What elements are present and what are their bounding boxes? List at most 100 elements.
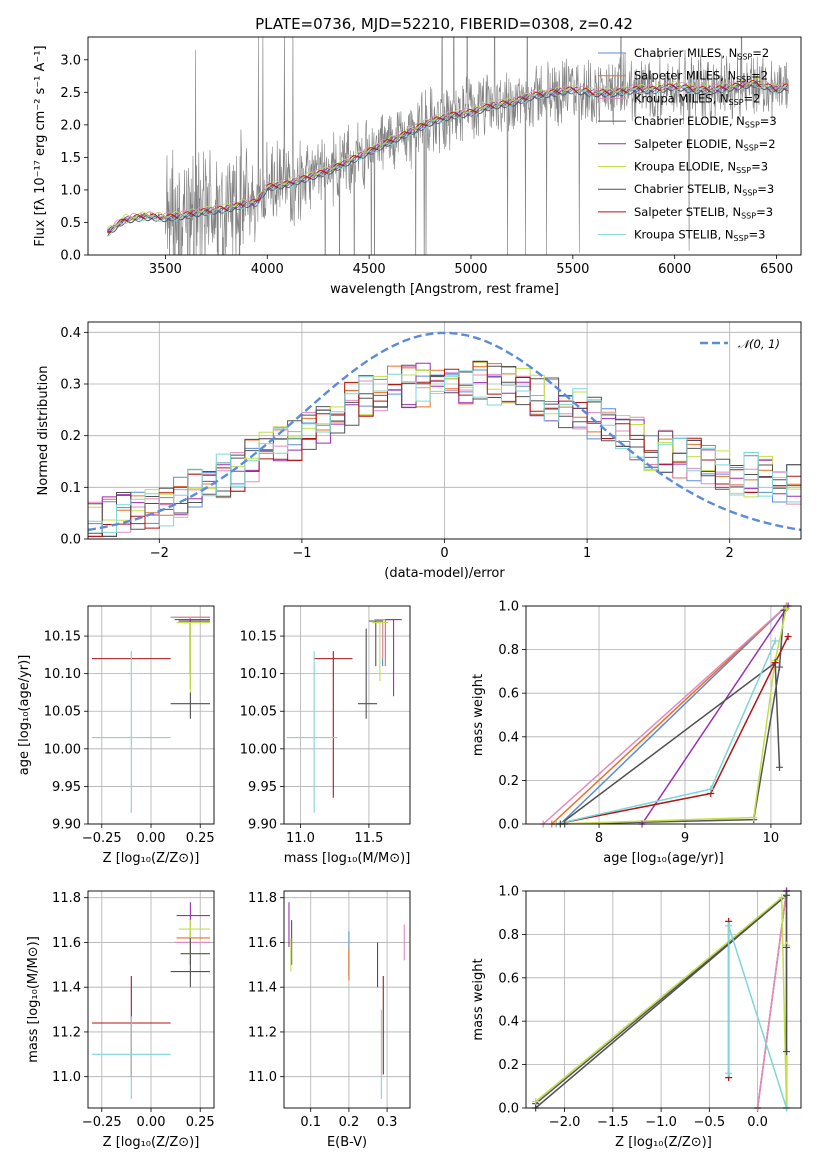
legend-entry: Chabrier MILES, NSSP=2 bbox=[634, 46, 769, 62]
x-tick-label: 10 bbox=[763, 831, 780, 846]
y-tick-label: 0.3 bbox=[60, 378, 81, 393]
plot-area-massweight-vs-age bbox=[542, 606, 789, 824]
panel-age-vs-Z: −0.25 0.00 0.25 9.90 9.95 10.00 10.05 10.10 10.1… bbox=[17, 605, 215, 866]
y-tick-label: 10.00 bbox=[44, 742, 81, 757]
y-tick-label: 11.8 bbox=[248, 891, 277, 906]
x-tick-label: −1.0 bbox=[645, 1115, 677, 1130]
x-tick-label: 1 bbox=[583, 546, 591, 561]
y-tick-label: 0.4 bbox=[498, 730, 519, 745]
plot-area-massweight-vs-Z bbox=[535, 891, 788, 1108]
mass-weight-line bbox=[559, 606, 787, 824]
x-axis-label: E(B-V) bbox=[327, 1135, 367, 1150]
legend-entry: Kroupa STELIB, NSSP=3 bbox=[634, 228, 765, 244]
y-tick-label: 0.6 bbox=[498, 687, 519, 702]
y-tick-label: 1.0 bbox=[498, 600, 519, 615]
legend-entry: Kroupa MILES, NSSP=2 bbox=[634, 91, 760, 107]
x-tick-label: 4500 bbox=[353, 262, 386, 277]
mass-weight-marker bbox=[750, 813, 758, 821]
panel-massweight-vs-Z: −2.0 −1.5 −1.0 −0.5 0.0 0.0 0.2 0.4 0.6 0.8 1.0 Z [… bbox=[471, 885, 802, 1150]
mass-weight-marker bbox=[776, 663, 784, 671]
x-axis-label: Z [log₁₀(Z/Z⊙)] bbox=[615, 1135, 712, 1150]
x-axis-label: age [log₁₀(age/yr)] bbox=[603, 851, 724, 866]
y-tick-label: 0.8 bbox=[498, 643, 519, 658]
y-tick-label: 10.15 bbox=[44, 630, 81, 645]
axes-frame bbox=[283, 890, 411, 1109]
panel-mass-vs-EBV: 0.1 0.2 0.3 11.0 11.2 11.4 11.6 11.8 E(B-V) bbox=[248, 890, 411, 1150]
x-tick-label: −0.5 bbox=[694, 1115, 726, 1130]
y-tick-label: 0.2 bbox=[60, 429, 81, 444]
mass-weight-marker bbox=[532, 1097, 540, 1105]
y-tick-label: 10.05 bbox=[44, 705, 81, 720]
mass-weight-line bbox=[555, 636, 789, 824]
x-tick-label: 5500 bbox=[556, 262, 589, 277]
x-tick-label: 11.5 bbox=[354, 831, 383, 846]
x-tick-label: 8 bbox=[595, 831, 603, 846]
axes-frame bbox=[87, 36, 802, 256]
x-tick-label: 4000 bbox=[251, 262, 284, 277]
y-tick-label: 11.4 bbox=[52, 981, 81, 996]
y-tick-label: 0.0 bbox=[60, 533, 81, 548]
y-axis-label: age [log₁₀(age/yr)] bbox=[17, 655, 32, 776]
panel-massweight-vs-age: 8 9 10 0.0 0.2 0.4 0.6 0.8 1.0 age [log₁₀(age/yr)… bbox=[471, 600, 802, 866]
mass-weight-marker bbox=[784, 633, 792, 641]
y-tick-label: 11.0 bbox=[52, 1070, 81, 1085]
axes-frame bbox=[87, 321, 802, 540]
y-tick-label: 9.90 bbox=[248, 818, 277, 833]
x-tick-label: 9 bbox=[681, 831, 689, 846]
y-tick-label: 9.95 bbox=[52, 780, 81, 795]
mass-weight-marker bbox=[725, 1069, 733, 1077]
x-tick-label: 6000 bbox=[658, 262, 691, 277]
legend-entry: Chabrier STELIB, NSSP=3 bbox=[634, 182, 774, 198]
y-tick-label: 11.2 bbox=[52, 1025, 81, 1040]
x-axis-label: Z [log₁₀(Z/Z⊙)] bbox=[103, 851, 200, 866]
x-tick-label: 11.0 bbox=[286, 831, 315, 846]
mass-weight-line bbox=[556, 608, 788, 824]
x-tick-label: 5000 bbox=[454, 262, 487, 277]
legend-entry: Salpeter MILES, NSSP=2 bbox=[634, 69, 768, 85]
x-axis-label: (data-model)/error bbox=[384, 566, 505, 581]
panel-residuals: −2 −1 0 1 2 0.0 0.1 0.2 0.3 0.4 (data-model)/error… bbox=[36, 321, 802, 581]
mass-weight-line bbox=[542, 606, 787, 824]
axes-frame bbox=[283, 605, 411, 825]
y-tick-label: 0.0 bbox=[498, 818, 519, 833]
y-axis-label: mass weight bbox=[471, 958, 486, 1040]
x-axis-label: Z [log₁₀(Z/Z⊙)] bbox=[103, 1135, 200, 1150]
y-tick-label: 10.00 bbox=[240, 742, 277, 757]
model-line bbox=[107, 78, 789, 229]
panel-mass-vs-Z: −0.25 0.00 0.25 11.0 11.2 11.4 11.6 11.8 Z [log₁… bbox=[26, 890, 215, 1150]
axes-frame bbox=[87, 605, 215, 825]
mass-weight-marker bbox=[783, 1048, 791, 1056]
plot-area-residuals bbox=[88, 331, 801, 537]
y-axis-label: Normed distribution bbox=[36, 366, 51, 496]
mass-weight-line bbox=[535, 893, 788, 1108]
x-tick-label: 2 bbox=[726, 546, 734, 561]
mass-weight-marker bbox=[783, 943, 791, 951]
mass-weight-line bbox=[564, 610, 785, 824]
y-tick-label: 0.0 bbox=[498, 1102, 519, 1117]
y-tick-label: 1.0 bbox=[60, 183, 81, 198]
y-tick-label: 3.0 bbox=[60, 53, 81, 68]
x-axis-label: mass [log₁₀(M/M⊙)] bbox=[284, 851, 411, 866]
y-tick-label: 0.0 bbox=[60, 249, 81, 264]
y-tick-label: 10.15 bbox=[240, 630, 277, 645]
legend-entry: Salpeter STELIB, NSSP=3 bbox=[634, 205, 773, 221]
y-tick-label: 2.5 bbox=[60, 86, 81, 101]
y-tick-label: 0.5 bbox=[60, 216, 81, 231]
mass-weight-line bbox=[641, 606, 789, 824]
mass-weight-marker bbox=[776, 763, 784, 771]
y-tick-label: 9.90 bbox=[52, 818, 81, 833]
x-tick-label: 0.1 bbox=[300, 1115, 321, 1130]
mass-weight-marker bbox=[725, 922, 733, 930]
x-tick-label: 0 bbox=[440, 546, 448, 561]
y-tick-label: 0.4 bbox=[60, 326, 81, 341]
panel-age-vs-mass: 11.0 11.5 9.90 9.95 10.00 10.05 10.10 10.15 mass… bbox=[240, 605, 411, 866]
y-tick-label: 0.8 bbox=[498, 928, 519, 943]
x-tick-label: −2 bbox=[150, 546, 169, 561]
mass-weight-marker bbox=[778, 894, 786, 902]
x-tick-label: 6500 bbox=[760, 262, 793, 277]
y-tick-label: 11.4 bbox=[248, 981, 277, 996]
y-tick-label: 10.10 bbox=[44, 667, 81, 682]
y-tick-label: 10.10 bbox=[240, 667, 277, 682]
x-tick-label: 0.2 bbox=[339, 1115, 360, 1130]
